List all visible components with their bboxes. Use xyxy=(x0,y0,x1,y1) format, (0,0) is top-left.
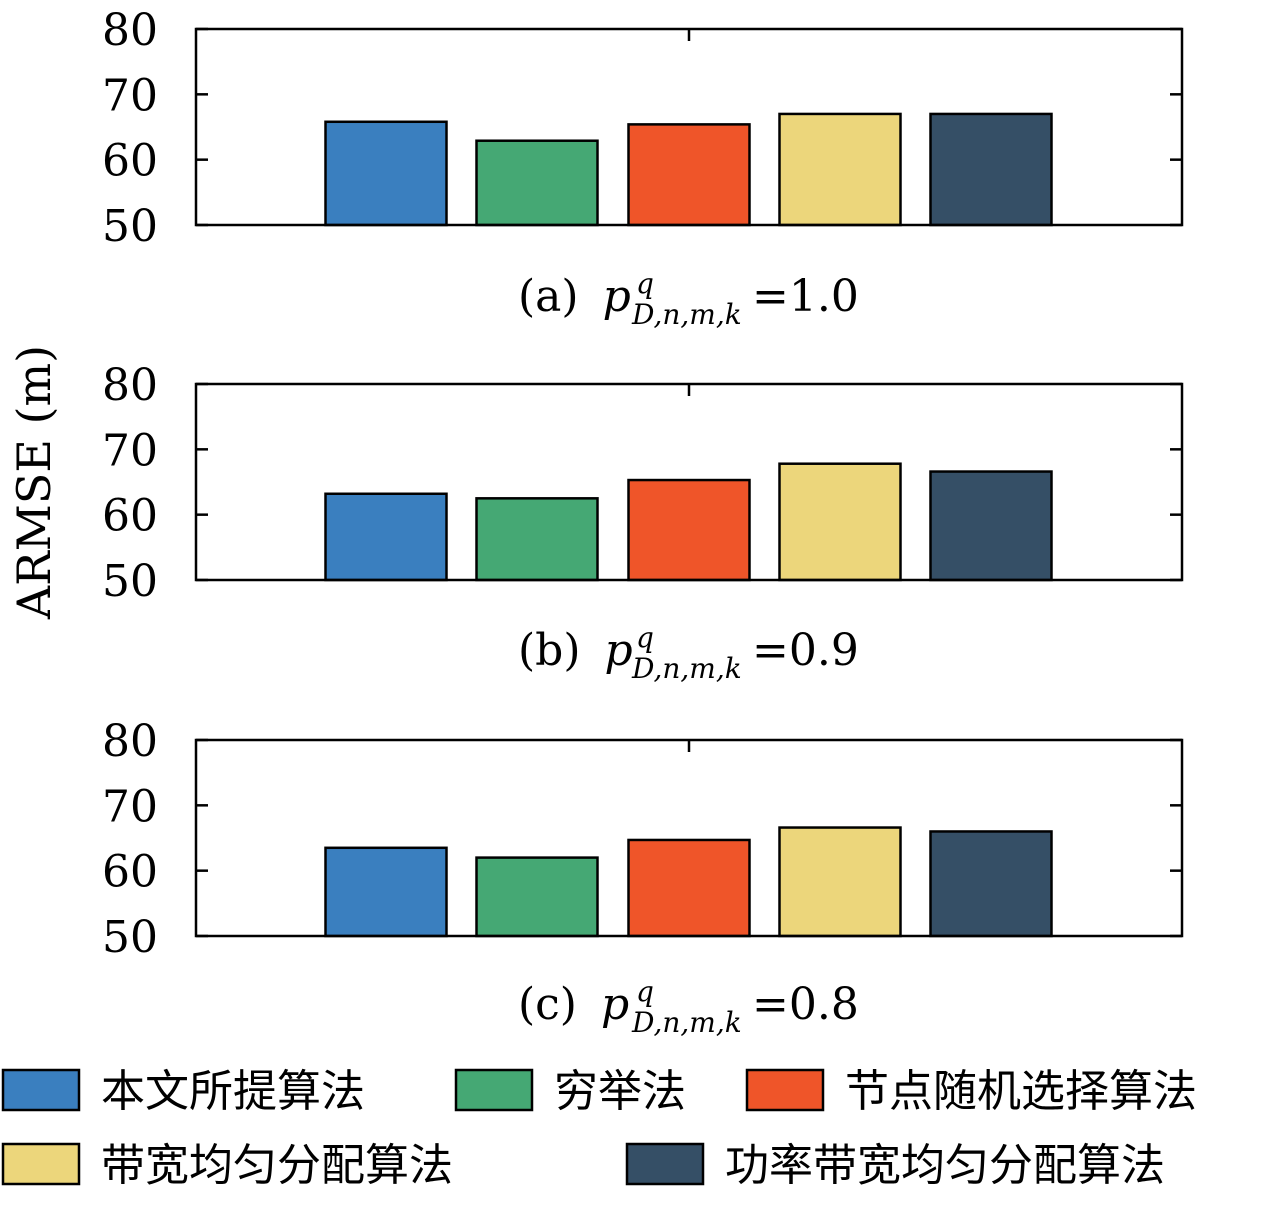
caption-subscript: D,n,m,k xyxy=(631,1006,742,1039)
legend-item: 节点随机选择算法 xyxy=(745,1066,1197,1117)
y-tick-label: 50 xyxy=(102,556,158,607)
bar xyxy=(929,830,1053,938)
bar xyxy=(324,120,448,227)
caption-superscript: q xyxy=(636,621,654,654)
caption-value: =0.8 xyxy=(752,979,859,1030)
panel-caption: (b) p xyxy=(518,625,633,676)
y-tick-label: 50 xyxy=(102,912,158,963)
caption-subscript: D,n,m,k xyxy=(631,652,742,685)
bar xyxy=(627,838,751,938)
legend-item: 带宽均匀分配算法 xyxy=(1,1140,453,1191)
y-tick-label: 80 xyxy=(102,716,158,767)
panel-b: 50 60 70 80 (b) p qD,n,m,k =0.9 xyxy=(102,360,1184,685)
y-tick-label: 80 xyxy=(102,360,158,411)
y-tick-label: 70 xyxy=(102,70,158,121)
bar xyxy=(475,497,599,582)
caption-superscript: q xyxy=(636,975,654,1008)
bar xyxy=(475,856,599,938)
y-tick-label: 80 xyxy=(102,5,158,56)
caption-label: (c) xyxy=(518,979,591,1030)
legend-item: 功率带宽均匀分配算法 xyxy=(625,1140,1165,1191)
legend-item: 穷举法 xyxy=(454,1066,686,1117)
legend-label: 节点随机选择算法 xyxy=(845,1066,1197,1117)
legend-swatch xyxy=(1,1142,81,1186)
legend-swatch xyxy=(625,1142,705,1186)
y-axis-label: ARMSE (m) xyxy=(7,345,61,620)
legend-swatch xyxy=(745,1068,825,1112)
bar xyxy=(778,112,902,227)
legend-swatch xyxy=(1,1068,81,1112)
caption-superscript: q xyxy=(636,267,654,300)
panel-caption: (c) p xyxy=(518,979,629,1030)
legend-item: 本文所提算法 xyxy=(1,1066,365,1117)
bar xyxy=(627,478,751,582)
panel-a: 50 60 70 80 (a) p qD,n,m,k =1.0 xyxy=(102,5,1184,331)
panel-c: 50 60 70 80 (c) p qD,n,m,k =0.8 xyxy=(102,716,1184,1039)
caption-label: (b) xyxy=(518,625,594,676)
bar xyxy=(324,846,448,938)
panel-caption: (a) p xyxy=(518,271,631,322)
bar xyxy=(324,492,448,582)
y-tick-label: 70 xyxy=(102,425,158,476)
caption-subscript: D,n,m,k xyxy=(631,298,742,331)
bar xyxy=(778,826,902,938)
bar xyxy=(627,123,751,227)
caption-symbol: p xyxy=(603,271,631,322)
y-tick-label: 60 xyxy=(102,136,158,187)
caption-symbol: p xyxy=(604,625,632,676)
legend-label: 带宽均匀分配算法 xyxy=(101,1140,453,1191)
y-tick-label: 60 xyxy=(102,491,158,542)
caption-label: (a) xyxy=(518,271,593,322)
bar xyxy=(929,470,1053,582)
legend-swatch xyxy=(454,1068,534,1112)
legend-label: 穷举法 xyxy=(554,1066,686,1117)
bar xyxy=(929,112,1053,227)
bar xyxy=(475,139,599,227)
y-tick-label: 60 xyxy=(102,847,158,898)
caption-value: =0.9 xyxy=(752,625,859,676)
y-tick-label: 50 xyxy=(102,201,158,252)
bar xyxy=(778,462,902,582)
y-tick-label: 70 xyxy=(102,781,158,832)
legend-label: 功率带宽均匀分配算法 xyxy=(725,1140,1165,1191)
legend-label: 本文所提算法 xyxy=(101,1066,365,1117)
caption-symbol: p xyxy=(601,979,629,1030)
caption-value: =1.0 xyxy=(752,271,859,322)
